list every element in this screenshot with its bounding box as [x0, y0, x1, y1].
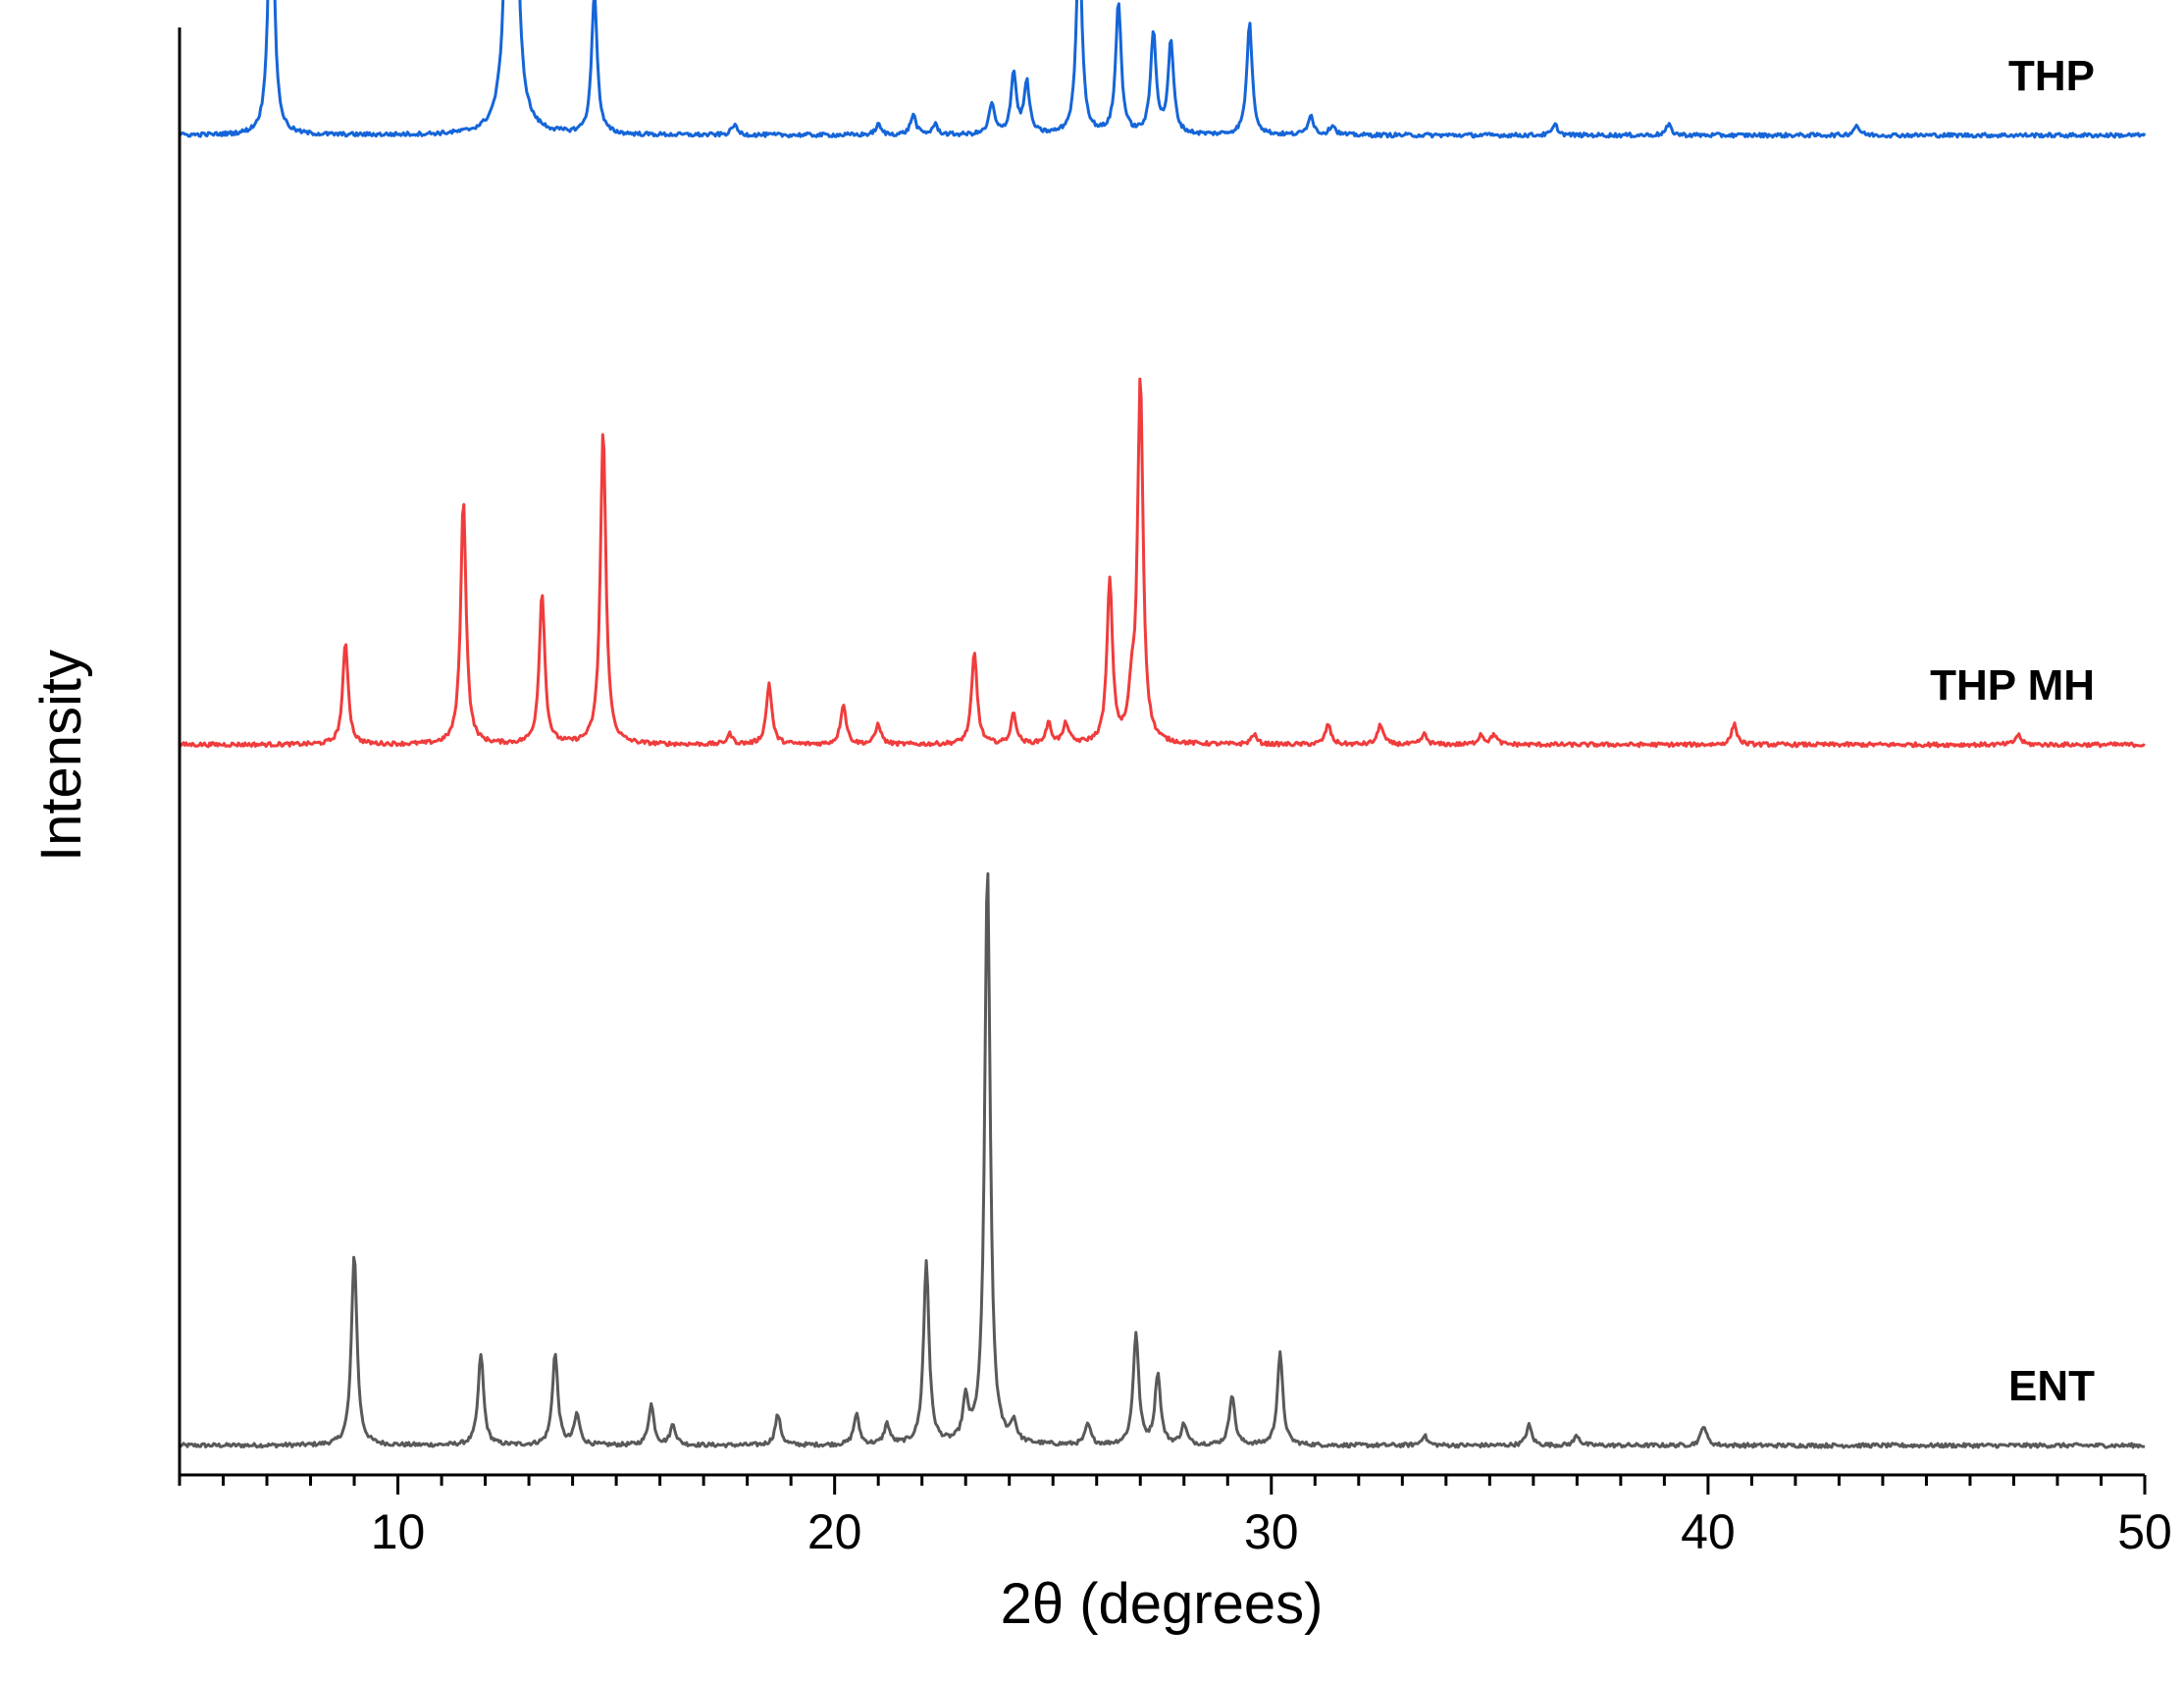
x-tick-label: 20 — [807, 1504, 862, 1559]
plot-frame-axes — [178, 27, 2145, 1477]
y-axis-title: Intensity — [29, 650, 93, 862]
x-axis-tick-labels: 10 20 30 40 50 — [371, 1504, 2172, 1559]
x-tick-label: 50 — [2117, 1504, 2172, 1559]
x-tick-label: 30 — [1244, 1504, 1299, 1559]
series-line-thp-mh — [178, 377, 2146, 749]
x-axis-title: 2θ (degrees) — [1001, 1572, 1324, 1636]
x-axis-ticks — [178, 1475, 2147, 1495]
series-label: THP MH — [1930, 661, 2095, 709]
x-tick-label: 40 — [1681, 1504, 1736, 1559]
series-line-ent — [178, 871, 2146, 1449]
series-line-thp — [178, 0, 2147, 139]
series-label: ENT — [2008, 1362, 2095, 1410]
trace-group — [178, 0, 2147, 1449]
x-tick-label: 10 — [371, 1504, 426, 1559]
series-label: THP — [2008, 52, 2095, 100]
